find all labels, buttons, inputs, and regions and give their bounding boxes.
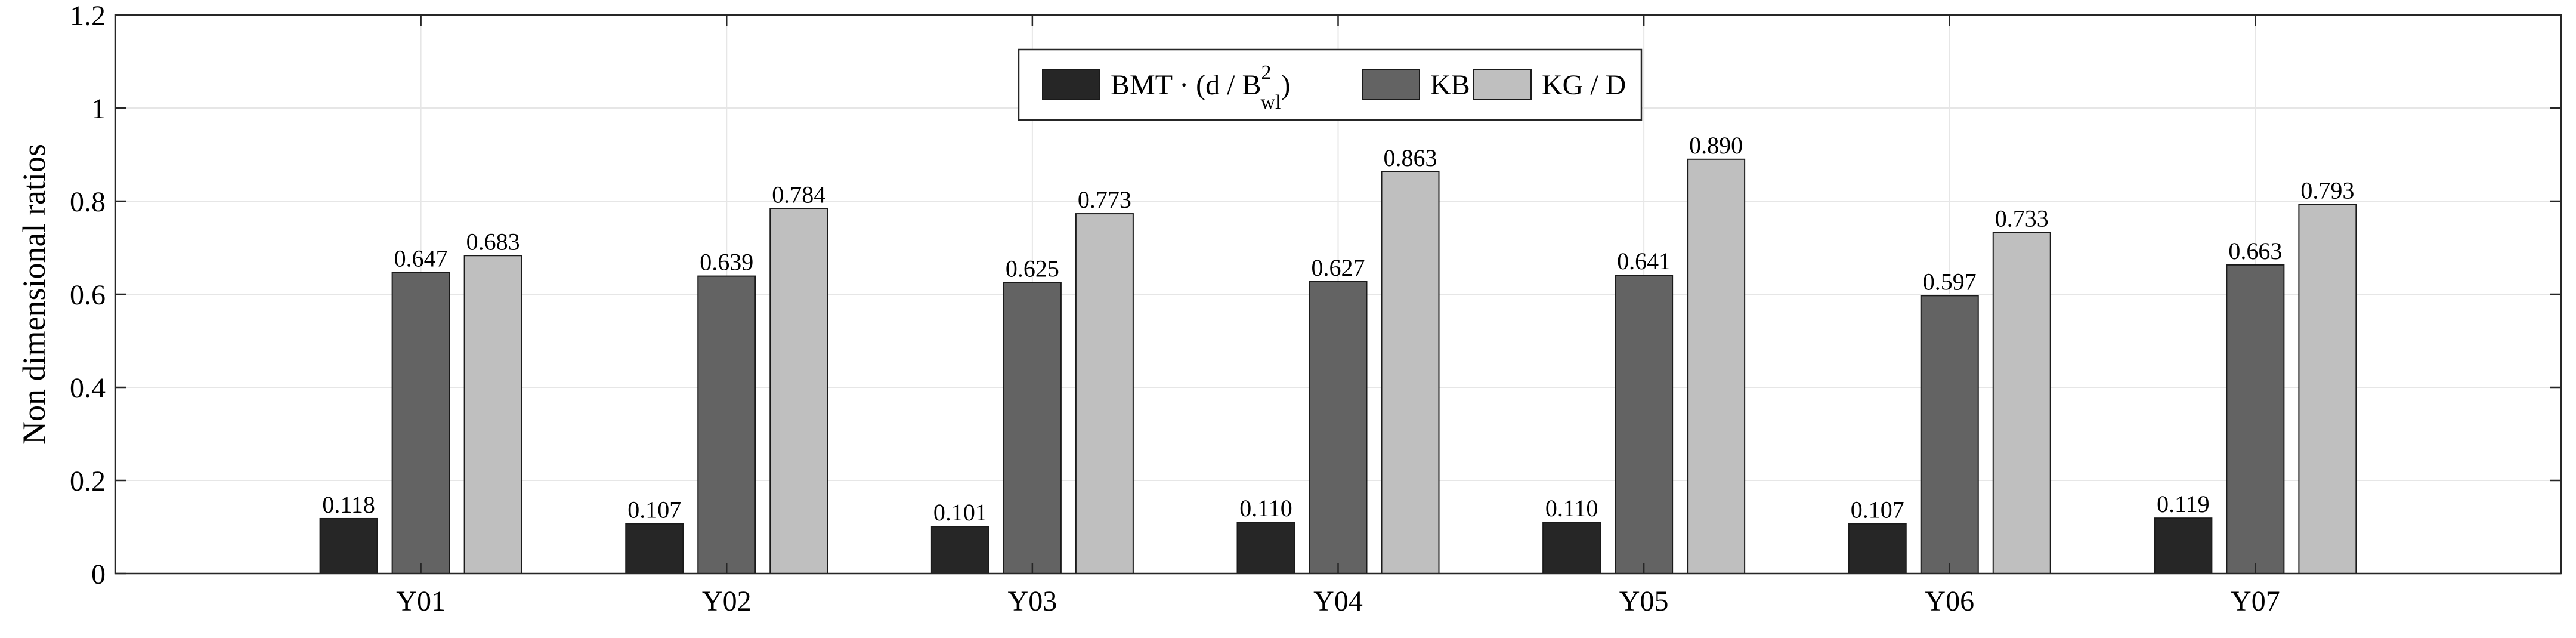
y-tick-label: 1.2 xyxy=(70,0,106,32)
bar xyxy=(463,255,522,574)
y-tick-label: 0.8 xyxy=(70,186,106,218)
bar xyxy=(2298,204,2357,574)
legend-entry-close: ) xyxy=(1281,69,1290,101)
bar xyxy=(625,523,684,574)
bar xyxy=(1920,295,1979,574)
bar xyxy=(1542,522,1601,575)
bar xyxy=(1687,158,1746,574)
tick-labels: 0 0.2 0.4 0.6 0.8 1 1.2 Y01 Y02 Y03 Y04 Y05 Y06 Y07 xyxy=(70,0,2280,617)
legend-swatch xyxy=(1473,69,1532,100)
bar-value-label: 0.101 xyxy=(933,499,987,526)
bar xyxy=(319,517,378,575)
bar-value-label: 0.110 xyxy=(1239,495,1292,522)
bar-value-labels: 0.118 0.107 0.101 0.110 0.110 0.107 0.119 0.647… xyxy=(322,132,2354,526)
x-tick-label: Y04 xyxy=(1313,585,1363,617)
bar xyxy=(1381,171,1440,574)
legend-entry-label: BMT · (d / B2 wl) xyxy=(1111,61,1290,113)
bar xyxy=(2226,264,2285,574)
x-tick-label: Y01 xyxy=(396,585,446,617)
bar-value-label: 0.663 xyxy=(2228,238,2282,264)
x-tick-label: Y02 xyxy=(702,585,752,617)
bar xyxy=(1075,213,1134,574)
bar-value-label: 0.107 xyxy=(627,497,681,523)
bar-value-label: 0.793 xyxy=(2300,177,2354,204)
bars xyxy=(319,158,2357,575)
bar xyxy=(1992,232,2051,574)
bar-value-label: 0.110 xyxy=(1545,495,1598,522)
bar-value-label: 0.107 xyxy=(1851,497,1904,523)
legend: BMT · (d / B2 wl) KB / d KG / D xyxy=(1018,48,1643,121)
bar xyxy=(1615,275,1674,574)
x-tick-label: Y06 xyxy=(1925,585,1974,617)
y-axis-label: Non dimensional ratios xyxy=(16,144,52,445)
bar xyxy=(697,275,756,574)
bar-value-label: 0.625 xyxy=(1006,255,1059,282)
bar-value-label: 0.641 xyxy=(1617,248,1671,275)
legend-entry-subscript: wl xyxy=(1260,91,1281,113)
bar xyxy=(769,208,828,575)
bar-value-label: 0.784 xyxy=(772,181,825,208)
bar-value-label: 0.890 xyxy=(1689,132,1743,159)
axes xyxy=(114,14,2562,575)
bar xyxy=(1236,522,1295,575)
bar-value-label: 0.733 xyxy=(1995,205,2049,232)
bar-value-label: 0.119 xyxy=(2157,491,2210,517)
bar-value-label: 0.683 xyxy=(466,228,520,255)
legend-entry-text: BMT · (d / B xyxy=(1111,69,1261,101)
bar xyxy=(1309,281,1368,574)
bar-value-label: 0.639 xyxy=(700,249,753,276)
y-tick-label: 0.6 xyxy=(70,279,106,311)
bar xyxy=(2154,517,2213,574)
bar-value-label: 0.773 xyxy=(1078,186,1131,213)
bar xyxy=(391,272,450,574)
bar-value-label: 0.627 xyxy=(1312,254,1365,281)
bar xyxy=(1003,282,1062,574)
bar xyxy=(930,526,989,574)
legend-entry-label: KG / D xyxy=(1542,69,1626,101)
bar xyxy=(1848,523,1907,574)
y-tick-label: 0.2 xyxy=(70,466,106,497)
bar-value-label: 0.597 xyxy=(1923,268,1977,295)
legend-entry-superscript: 2 xyxy=(1261,61,1271,84)
y-tick-label: 0.4 xyxy=(70,372,106,404)
legend-swatch xyxy=(1362,69,1420,100)
bar-value-label: 0.647 xyxy=(394,245,448,272)
legend-box xyxy=(1018,48,1643,121)
bar-value-label: 0.118 xyxy=(322,491,375,518)
y-tick-label: 1 xyxy=(91,93,106,125)
x-tick-label: Y03 xyxy=(1008,585,1057,617)
legend-entry-text: KG / D xyxy=(1542,69,1626,101)
legend-swatch xyxy=(1042,69,1100,100)
y-tick-label: 0 xyxy=(91,559,106,590)
x-tick-label: Y05 xyxy=(1619,585,1669,617)
bar-value-label: 0.863 xyxy=(1384,144,1437,171)
x-tick-label: Y07 xyxy=(2231,585,2280,617)
